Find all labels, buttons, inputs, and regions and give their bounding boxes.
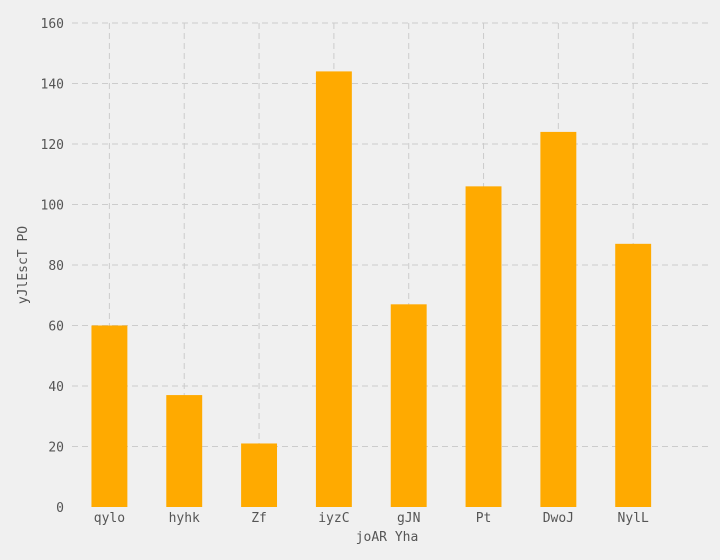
- y-axis-ticks: 0 20 40 60 80 100 120 140 160: [41, 17, 64, 516]
- bar: [91, 325, 128, 507]
- y-tick-label: 120: [41, 138, 64, 153]
- x-tick-label: Pt: [476, 511, 492, 526]
- x-axis-label: joAR Yha: [356, 530, 419, 545]
- bar: [166, 395, 203, 507]
- y-axis-label: yJlEscT PO: [16, 226, 31, 304]
- x-tick-label: qylo: [94, 511, 125, 526]
- x-tick-label: DwoJ: [543, 511, 574, 526]
- x-axis-ticks: qylo hyhk Zf iyzC gJN Pt DwoJ NylL: [94, 511, 649, 526]
- y-tick-label: 60: [48, 320, 64, 335]
- y-tick-label: 0: [56, 501, 64, 516]
- bar: [540, 131, 577, 507]
- bar: [315, 71, 352, 508]
- y-tick-label: 140: [41, 78, 64, 93]
- y-tick-label: 80: [48, 259, 64, 274]
- x-tick-label: Zf: [251, 511, 267, 526]
- x-tick-label: NylL: [618, 511, 649, 526]
- y-tick-label: 160: [41, 17, 64, 32]
- y-tick-label: 20: [48, 441, 64, 456]
- bar: [615, 243, 652, 507]
- y-tick-label: 40: [48, 380, 64, 395]
- x-tick-label: iyzC: [318, 511, 349, 526]
- x-tick-label: gJN: [397, 511, 420, 526]
- y-tick-label: 100: [41, 199, 64, 214]
- bar: [465, 186, 502, 507]
- bars: [91, 71, 652, 508]
- x-tick-label: hyhk: [169, 511, 200, 526]
- bar: [390, 304, 427, 507]
- bar: [241, 443, 278, 507]
